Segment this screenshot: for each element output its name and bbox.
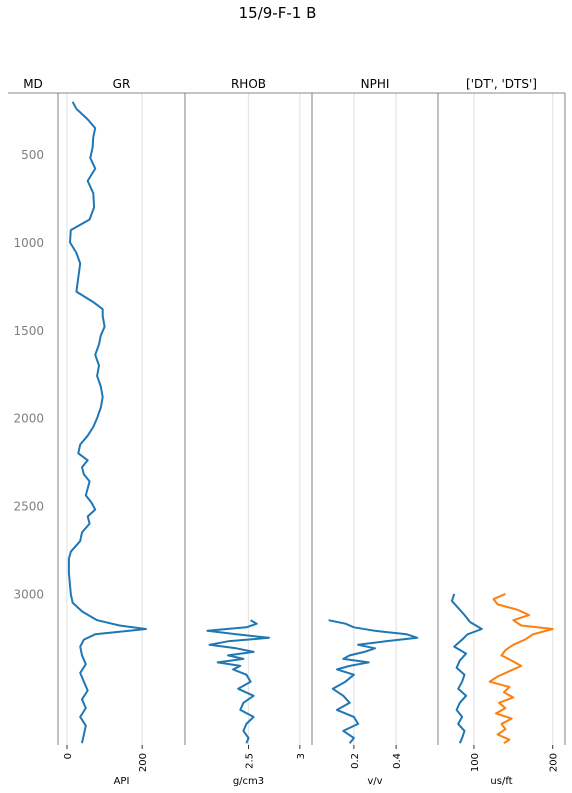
track-title: GR bbox=[113, 77, 131, 91]
grid-layer bbox=[66, 93, 554, 745]
depth-tick-label: 500 bbox=[21, 148, 44, 162]
track-title: RHOB bbox=[231, 77, 266, 91]
log-curve bbox=[328, 619, 419, 744]
depth-tick-label: 2000 bbox=[13, 412, 44, 426]
x-tick-label: 0.4 bbox=[392, 753, 403, 769]
x-tick-label: 3 bbox=[296, 753, 307, 759]
x-tick-label: 100 bbox=[470, 753, 481, 772]
log-curve bbox=[488, 592, 554, 745]
track-unit-label: us/ft bbox=[490, 776, 512, 787]
depth-tick-label: 1000 bbox=[13, 236, 44, 250]
x-tick-label: 2.5 bbox=[245, 753, 256, 769]
track-unit-label: v/v bbox=[367, 776, 382, 787]
track-title: ['DT', 'DTS'] bbox=[466, 77, 537, 91]
depth-tick-label: 2500 bbox=[13, 499, 44, 513]
x-tick-label: 200 bbox=[549, 753, 560, 772]
log-curve bbox=[450, 593, 483, 744]
depth-tick-label: 1500 bbox=[13, 324, 44, 338]
track-title: NPHI bbox=[361, 77, 390, 91]
track-unit-label: g/cm3 bbox=[233, 776, 264, 787]
log-curve bbox=[67, 101, 147, 744]
figure-title: 15/9-F-1 B bbox=[238, 4, 317, 22]
x-tick-label: 200 bbox=[138, 753, 149, 772]
x-tick-label: 0 bbox=[63, 753, 74, 759]
frame-layer bbox=[8, 92, 566, 749]
md-header-label: MD bbox=[23, 77, 43, 91]
depth-tick-label: 3000 bbox=[13, 587, 44, 601]
log-curve bbox=[206, 619, 270, 744]
data-layer bbox=[67, 101, 554, 745]
label-layer: MD 500 1000 1500 2000 2500 3000 GR 0 200 API RHOB 2.… bbox=[13, 77, 559, 787]
track-unit-label: API bbox=[114, 776, 130, 787]
x-tick-label: 0.2 bbox=[350, 753, 361, 769]
